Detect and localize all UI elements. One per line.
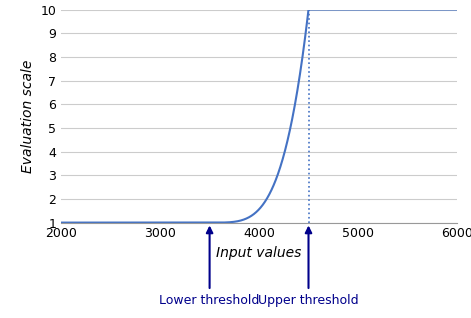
X-axis label: Input values: Input values bbox=[216, 246, 302, 260]
Text: Lower threshold: Lower threshold bbox=[159, 228, 260, 307]
Y-axis label: Evaluation scale: Evaluation scale bbox=[21, 59, 35, 173]
Text: Upper threshold: Upper threshold bbox=[258, 228, 359, 307]
